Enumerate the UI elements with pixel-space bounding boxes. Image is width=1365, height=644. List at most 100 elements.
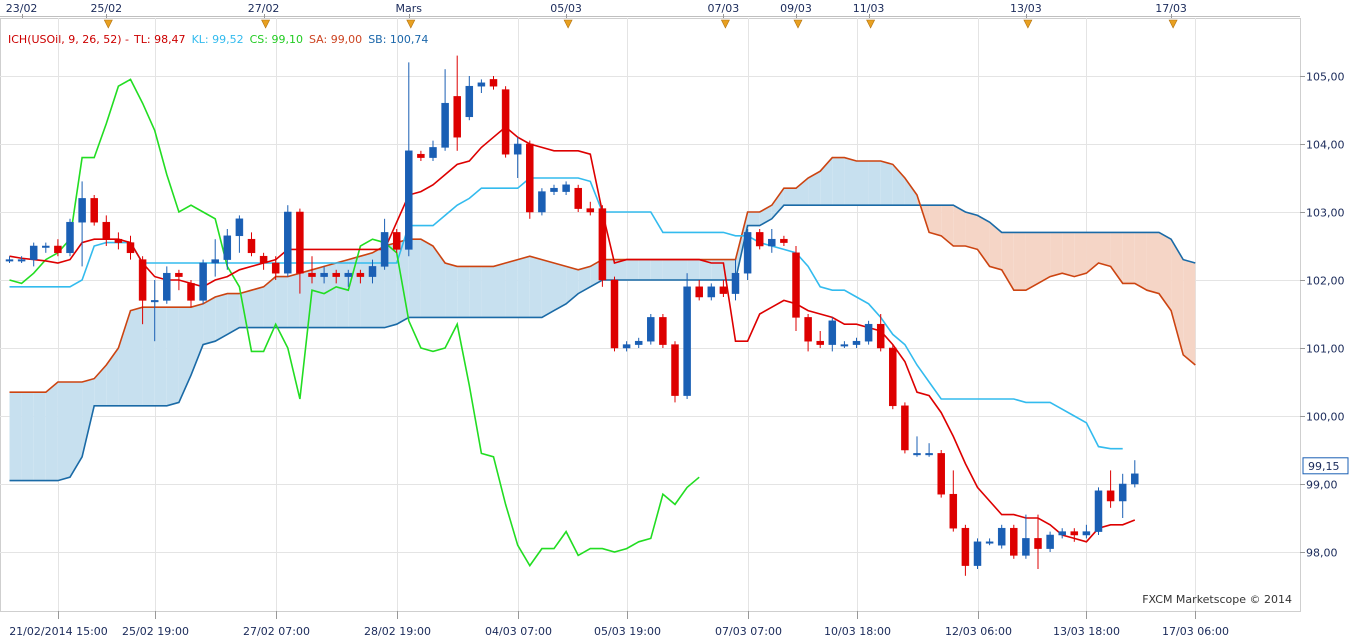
candle[interactable] (622, 341, 631, 352)
candle[interactable] (90, 195, 98, 226)
candle[interactable] (175, 269, 183, 291)
candle[interactable] (5, 256, 14, 263)
candle[interactable] (429, 140, 437, 161)
candle[interactable] (1094, 487, 1103, 535)
candle[interactable] (513, 137, 522, 178)
candle[interactable] (574, 184, 582, 212)
candle[interactable] (659, 314, 667, 348)
candle[interactable] (586, 201, 595, 216)
event-marker-icon[interactable] (866, 19, 876, 29)
candle[interactable] (840, 341, 849, 348)
candle[interactable] (647, 314, 655, 345)
event-marker-icon[interactable] (261, 19, 271, 29)
candle[interactable] (610, 276, 619, 352)
candle[interactable] (780, 235, 788, 246)
candle[interactable] (852, 337, 861, 348)
candle[interactable] (380, 218, 389, 270)
candle[interactable] (876, 314, 885, 352)
candle[interactable] (368, 259, 377, 284)
candle[interactable] (42, 242, 50, 253)
candle[interactable] (1106, 470, 1115, 508)
candle[interactable] (284, 205, 292, 277)
candle[interactable] (719, 280, 728, 297)
candle[interactable] (707, 283, 716, 301)
candle[interactable] (526, 140, 534, 219)
candle[interactable] (187, 280, 195, 308)
candle[interactable] (199, 259, 207, 304)
candle[interactable] (211, 239, 219, 277)
candle[interactable] (489, 76, 498, 90)
candle[interactable] (671, 341, 679, 403)
candle[interactable] (150, 280, 159, 342)
candle[interactable] (695, 280, 703, 301)
candle[interactable] (78, 181, 86, 267)
candle[interactable] (961, 524, 970, 576)
candle[interactable] (755, 229, 764, 250)
candle[interactable] (743, 229, 752, 280)
event-marker-icon[interactable] (1168, 19, 1178, 29)
candlestick-series[interactable] (5, 55, 1139, 576)
candle[interactable] (973, 538, 982, 569)
candle[interactable] (1070, 528, 1079, 542)
candle[interactable] (1034, 514, 1042, 569)
candle[interactable] (1082, 524, 1091, 539)
candle[interactable] (925, 443, 933, 457)
candle[interactable] (102, 215, 111, 246)
candle[interactable] (937, 450, 945, 498)
candle[interactable] (1010, 524, 1018, 559)
candle[interactable] (913, 436, 921, 457)
candle[interactable] (889, 344, 897, 410)
candle[interactable] (1022, 514, 1030, 559)
candle[interactable] (441, 69, 449, 151)
candle[interactable] (54, 239, 62, 257)
candle[interactable] (405, 62, 413, 257)
candle[interactable] (163, 266, 171, 304)
candle[interactable] (247, 232, 256, 257)
candle[interactable] (477, 79, 486, 93)
candle[interactable] (223, 229, 232, 270)
candle[interactable] (66, 218, 74, 257)
candle[interactable] (598, 205, 607, 287)
candle[interactable] (792, 246, 800, 331)
candle[interactable] (1131, 460, 1139, 488)
candle[interactable] (259, 252, 268, 270)
candle[interactable] (417, 150, 425, 161)
event-marker-icon[interactable] (563, 19, 573, 29)
candle[interactable] (332, 269, 340, 284)
candle[interactable] (985, 538, 994, 546)
candle[interactable] (768, 229, 776, 253)
event-marker-icon[interactable] (720, 19, 730, 29)
candle[interactable] (465, 76, 474, 121)
candle[interactable] (901, 402, 909, 454)
candle[interactable] (1046, 531, 1054, 552)
event-marker-icon[interactable] (1023, 19, 1033, 29)
candle[interactable] (356, 269, 365, 284)
candle[interactable] (453, 55, 461, 151)
candle[interactable] (296, 208, 304, 294)
candle[interactable] (126, 235, 135, 260)
candle[interactable] (271, 256, 280, 280)
candle[interactable] (828, 317, 837, 352)
candle[interactable] (683, 273, 691, 399)
event-marker-icon[interactable] (103, 19, 113, 29)
candle[interactable] (816, 331, 824, 348)
candle[interactable] (864, 320, 873, 345)
candle[interactable] (550, 184, 558, 195)
candle[interactable] (17, 256, 26, 263)
candle[interactable] (235, 215, 244, 253)
candle[interactable] (538, 188, 546, 216)
candle[interactable] (949, 470, 958, 532)
candle[interactable] (308, 256, 316, 284)
candle[interactable] (501, 86, 510, 158)
candle[interactable] (1058, 528, 1066, 539)
candle[interactable] (29, 242, 38, 267)
candle[interactable] (804, 314, 812, 352)
candle[interactable] (344, 269, 353, 287)
candle[interactable] (731, 259, 740, 301)
candle[interactable] (320, 266, 328, 284)
candle[interactable] (138, 256, 147, 325)
candle[interactable] (562, 181, 570, 195)
event-marker-icon[interactable] (793, 19, 803, 29)
